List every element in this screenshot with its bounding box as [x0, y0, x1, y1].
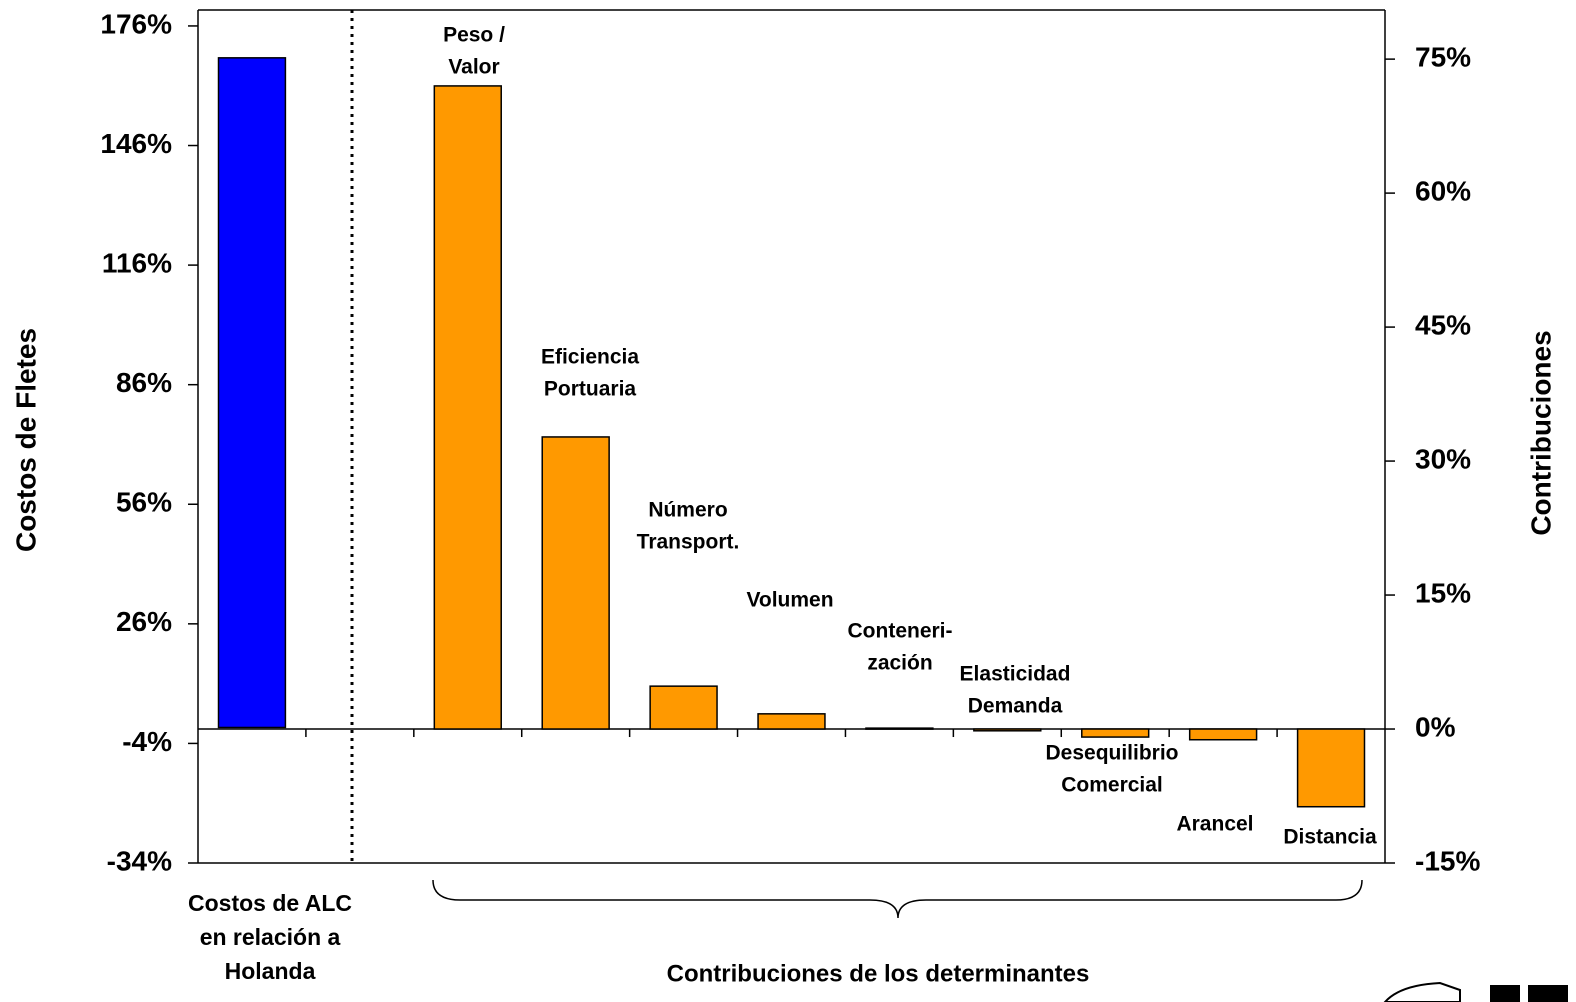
- y-axis-label: Costos de Fletes: [10, 328, 41, 552]
- y-tick-label: 146%: [100, 128, 172, 159]
- y2-tick-label: 0%: [1415, 711, 1456, 742]
- category-label: Distancia: [1283, 826, 1377, 849]
- category-label: Comercial: [1061, 774, 1163, 797]
- y-tick-label: -4%: [122, 726, 172, 757]
- y-tick-label: -34%: [107, 845, 172, 876]
- category-label: en relación a: [200, 924, 341, 950]
- category-label: Elasticidad: [960, 663, 1071, 686]
- category-label: zación: [867, 652, 932, 675]
- category-label: Costos de ALC: [188, 890, 352, 916]
- category-label: Valor: [448, 56, 499, 79]
- category-label: Número: [648, 499, 727, 522]
- y-tick-label: 26%: [116, 606, 172, 637]
- bar: [217, 57, 287, 729]
- y2-tick-label: -15%: [1415, 845, 1480, 876]
- y-tick-label: 116%: [102, 247, 172, 278]
- category-label: Arancel: [1176, 813, 1253, 836]
- category-label: Desequilibrio: [1045, 742, 1178, 765]
- category-label: Holanda: [225, 958, 316, 984]
- y2-axis-label: Contribuciones: [1525, 330, 1556, 535]
- x-axis-label: Contribuciones de los determinantes: [667, 960, 1090, 987]
- bar: [433, 85, 502, 730]
- logo: [1383, 981, 1568, 1002]
- bar: [649, 685, 718, 730]
- y2-tick-label: 30%: [1415, 443, 1471, 474]
- category-label: Transport.: [637, 531, 740, 554]
- bar: [973, 728, 1042, 732]
- category-label: Volumen: [746, 589, 833, 612]
- y2-tick-label: 60%: [1415, 175, 1471, 206]
- y2-tick-label: 45%: [1415, 309, 1471, 340]
- bar: [1188, 728, 1258, 741]
- category-label: Peso /: [443, 24, 505, 47]
- y-tick-label: 86%: [116, 367, 172, 398]
- brace: [432, 879, 1363, 919]
- y2-tick-label: 75%: [1415, 42, 1471, 73]
- category-label: Eficiencia: [541, 346, 639, 369]
- y-tick-label: 56%: [116, 487, 172, 518]
- bar: [541, 436, 610, 730]
- bar: [1081, 728, 1150, 738]
- category-label: Portuaria: [544, 378, 637, 401]
- bar: [757, 713, 826, 730]
- category-label: Demanda: [968, 695, 1063, 718]
- bar: [865, 727, 934, 730]
- y-tick-label: 176%: [100, 8, 172, 39]
- bar: [1296, 728, 1366, 808]
- y2-tick-label: 15%: [1415, 577, 1471, 608]
- category-label: Conteneri-: [848, 620, 953, 643]
